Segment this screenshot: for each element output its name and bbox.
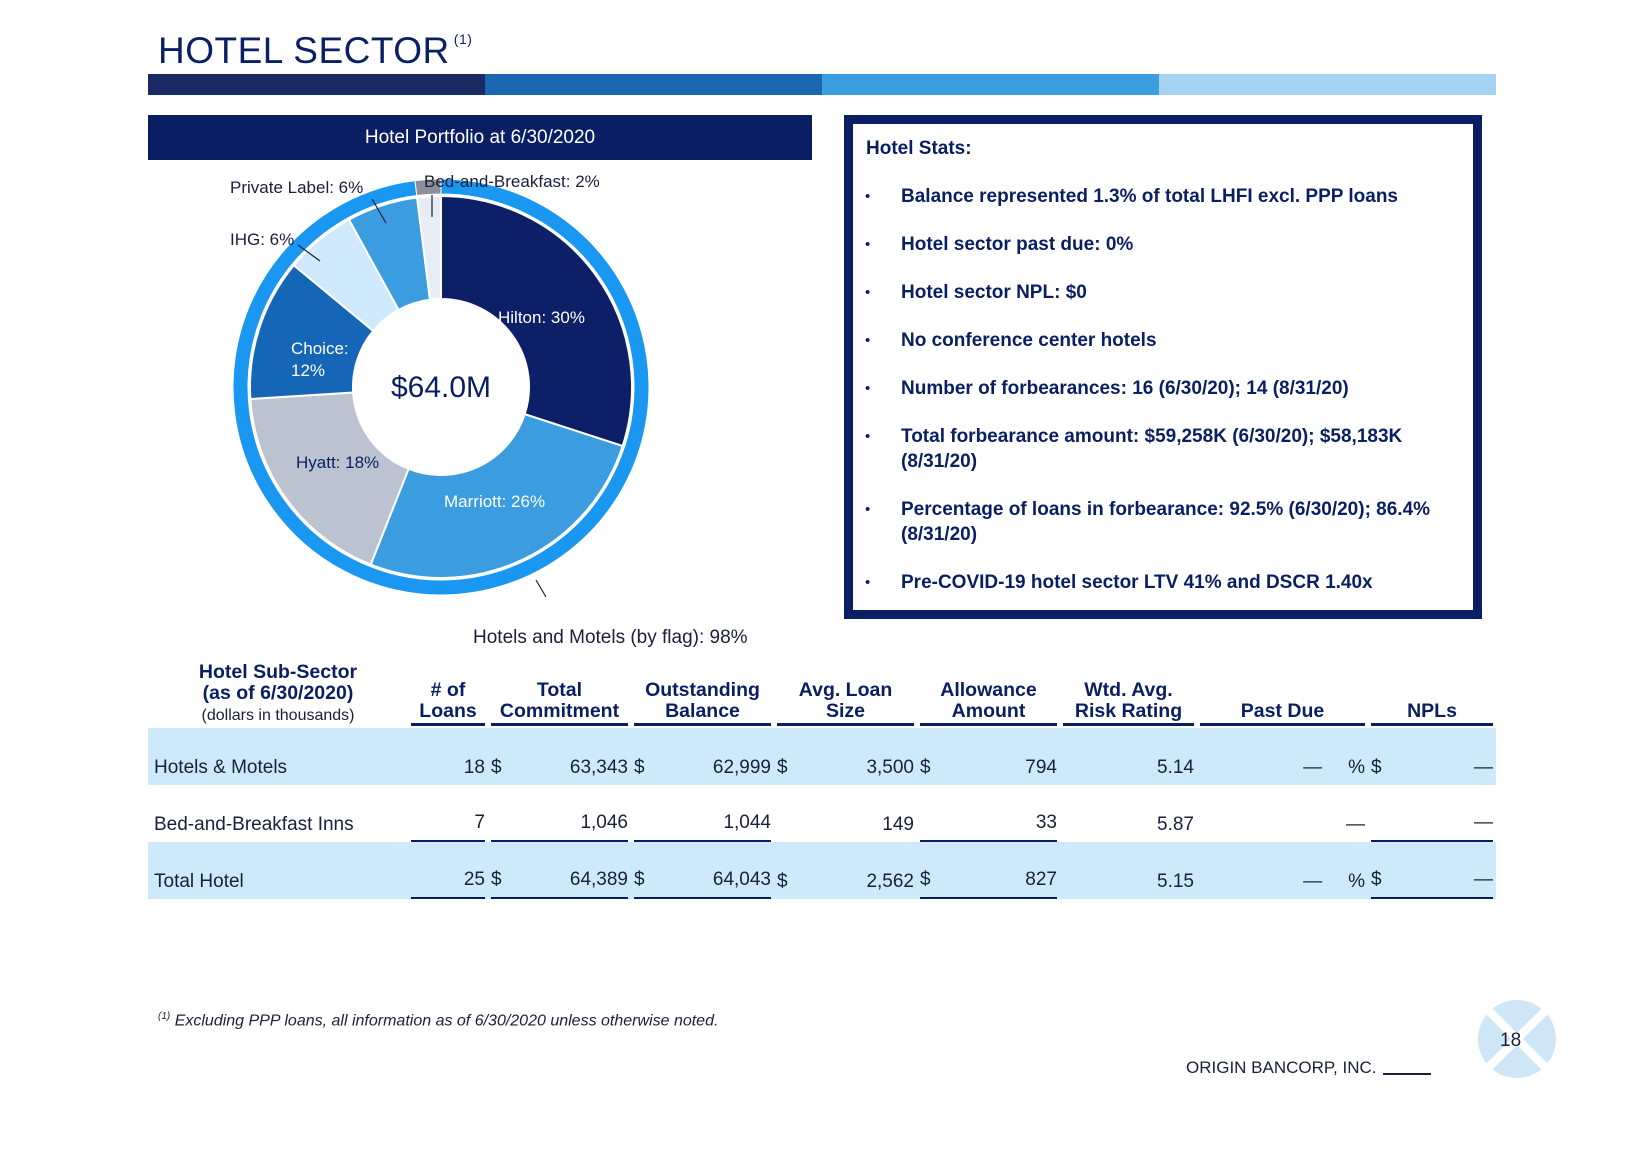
col-header-risk: Wtd. Avg. Risk Rating	[1060, 662, 1197, 728]
col-header-avg-loan: Avg. Loan Size	[774, 662, 917, 728]
cell-avg: $2,562	[774, 842, 917, 899]
outer-ring-label-hotels-motels: Hotels and Motels (by flag): 98%	[473, 627, 748, 648]
company-logo-icon	[1478, 1000, 1556, 1078]
hotel-subsector-table: Hotel Sub-Sector (as of 6/30/2020) (dolla…	[148, 662, 1496, 899]
col-header-loans: # of Loans	[408, 662, 488, 728]
row-label: Bed-and-Breakfast Inns	[154, 814, 354, 835]
pie-slice-marriott	[369, 412, 624, 579]
cell-avg: $3,500	[774, 728, 917, 785]
footnote: (1) Excluding PPP loans, all information…	[158, 1011, 719, 1030]
page-title: HOTEL SECTOR (1)	[158, 30, 473, 71]
col-header-commitment: Total Commitment	[488, 662, 631, 728]
table-row: Bed-and-Breakfast Inns 7 1,046 1,044 149 33 5.…	[148, 785, 1496, 842]
outer-ring-leader-line	[535, 579, 547, 598]
slice-label-hilton: Hilton: 30%	[498, 308, 585, 327]
cell-avg: 149	[882, 814, 914, 835]
donut-center-total: $64.0M	[391, 371, 491, 404]
outer-ring-segment-0	[232, 178, 650, 596]
hotel-stat-item: Number of forbearances: 16 (6/30/20); 14…	[853, 376, 1473, 401]
col-header-npls: NPLs	[1368, 662, 1496, 728]
hotel-stat-item: Balance represented 1.3% of total LHFI e…	[853, 184, 1473, 209]
hotel-stats-list: Balance represented 1.3% of total LHFI e…	[853, 184, 1473, 618]
table-row: Hotels & Motels 18 $63,343 $62,999 $3,500 $79…	[148, 728, 1496, 785]
portfolio-chart-header: Hotel Portfolio at 6/30/2020	[148, 115, 812, 160]
slice-label-private-label: Private Label: 6%	[230, 178, 363, 197]
cell-commitment: $64,389	[488, 842, 631, 899]
cell-pastdue: —%	[1197, 842, 1368, 899]
header-color-bar-3	[822, 74, 1159, 95]
company-name: ORIGIN BANCORP, INC.	[1186, 1058, 1431, 1078]
cell-allowance: $794	[917, 728, 1060, 785]
hotel-stat-item: No conference center hotels	[853, 328, 1473, 353]
col-header-balance: Outstanding Balance	[631, 662, 774, 728]
outer-ring-segment-1	[414, 178, 442, 197]
cell-balance: $62,999	[631, 728, 774, 785]
cell-npls: $ —	[1368, 842, 1496, 899]
table-row: Total Hotel 25 $64,389 $64,043 $2,562 $827 5.1…	[148, 842, 1496, 899]
cell-npls: $ —	[1368, 728, 1496, 785]
hotel-stats-panel: Hotel Stats: Balance represented 1.3% of…	[844, 115, 1482, 619]
cell-pastdue: —	[1346, 814, 1365, 835]
hotel-stats-title: Hotel Stats:	[866, 138, 972, 159]
hotel-stat-item: Total forbearance amount: $59,258K (6/30…	[853, 424, 1473, 474]
cell-commitment: $63,343	[488, 728, 631, 785]
cell-risk: 5.14	[1060, 728, 1197, 785]
pie-slice-hyatt	[249, 391, 410, 566]
row-label: Total Hotel	[148, 842, 408, 899]
cell-npls: —	[1368, 785, 1496, 842]
slice-label-bed-and-breakfast: Bed-and-Breakfast: 2%	[424, 172, 600, 191]
cell-loans: 18	[408, 728, 488, 785]
cell-risk: 5.15	[1060, 842, 1197, 899]
cell-balance: $64,043	[631, 842, 774, 899]
cell-loans: 25	[408, 842, 488, 899]
cell-allowance: $827	[917, 842, 1060, 899]
cell-pastdue: —%	[1197, 728, 1368, 785]
cell-balance: 1,044	[631, 785, 774, 842]
cell-loans: 7	[408, 785, 488, 842]
pie-slice-hilton	[440, 194, 633, 448]
slice-label-hyatt: Hyatt: 18%	[296, 453, 379, 472]
hotel-stat-item: Pre-COVID-19 hotel sector LTV 41% and DS…	[853, 570, 1473, 595]
cell-risk: 5.87	[1157, 814, 1194, 835]
page-number: 18	[1500, 1030, 1522, 1051]
slice-label-marriott: Marriott: 26%	[444, 492, 545, 511]
col-header-pastdue: Past Due	[1197, 662, 1368, 728]
slice-leader-line	[297, 244, 321, 262]
hotel-stat-item: Hotel sector past due: 0%	[853, 232, 1473, 257]
header-color-bar-1	[148, 74, 485, 95]
slice-label-ihg: IHG: 6%	[230, 230, 294, 249]
col-header-allowance: Allowance Amount	[917, 662, 1060, 728]
hotel-stat-item: Percentage of loans in forbearance: 92.5…	[853, 497, 1473, 547]
slice-label-choice: 12%	[291, 361, 325, 380]
pie-slice-bed-and-breakfast	[415, 194, 442, 301]
slice-leader-line	[371, 198, 387, 224]
hotel-portfolio-donut-chart: $64.0M Hilton: 30% Marriott: 26% Hyatt: 18%…	[230, 172, 748, 648]
title-footnote-mark: (1)	[453, 30, 473, 47]
slice-label-choice: Choice:	[291, 339, 349, 358]
cell-commitment: 1,046	[488, 785, 631, 842]
header-color-bar-4	[1159, 74, 1496, 95]
header-color-bar-2	[485, 74, 822, 95]
cell-allowance: 33	[917, 785, 1060, 842]
hotel-stat-item: Hotel sector NPL: $0	[853, 280, 1473, 305]
col-header-subsector: Hotel Sub-Sector (as of 6/30/2020) (dolla…	[198, 661, 358, 725]
row-label: Hotels & Motels	[148, 728, 408, 785]
